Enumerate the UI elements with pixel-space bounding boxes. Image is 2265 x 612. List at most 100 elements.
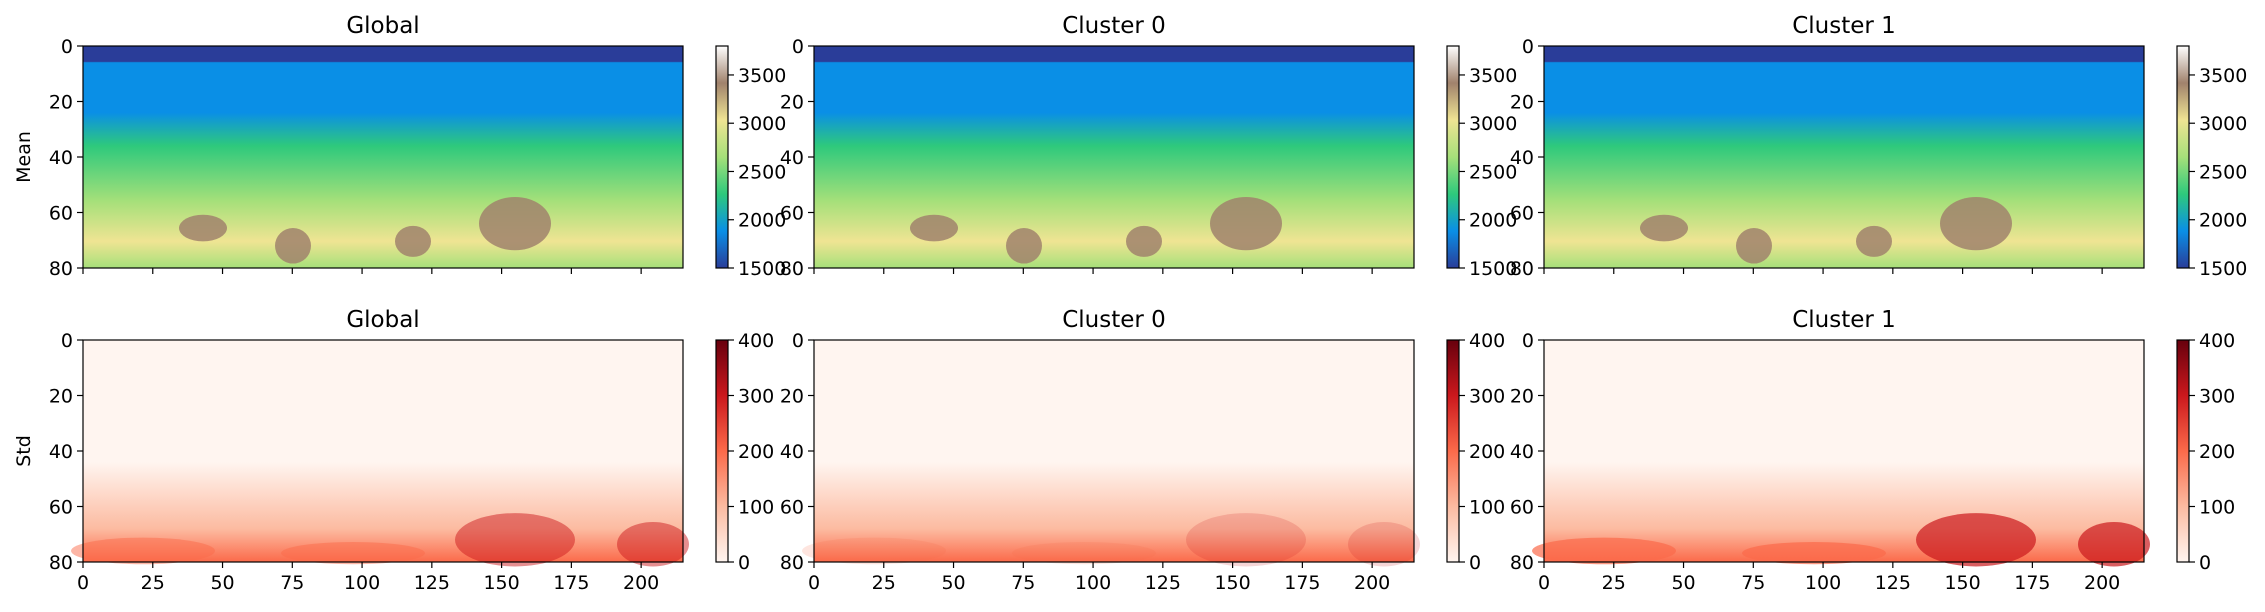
y-tick-label: 60 bbox=[1510, 203, 1534, 225]
colorbar-tick-label: 2500 bbox=[2199, 161, 2247, 183]
y-axis-label: Mean bbox=[13, 131, 35, 183]
y-tick-label: 20 bbox=[1510, 92, 1534, 114]
x-tick-label: 175 bbox=[2014, 572, 2050, 594]
heatmap-image bbox=[83, 46, 683, 268]
x-tick-label: 0 bbox=[1538, 572, 1550, 594]
heatmap-image bbox=[814, 340, 1414, 562]
colorbar-tick-label: 3000 bbox=[1469, 113, 1517, 135]
high-velocity-region bbox=[479, 196, 551, 251]
x-tick-label: 125 bbox=[1875, 572, 1911, 594]
y-tick-label: 40 bbox=[780, 147, 804, 169]
high-std-region bbox=[281, 542, 425, 565]
colorbar-tick-label: 200 bbox=[738, 441, 774, 463]
heatmap-image bbox=[1544, 340, 2144, 562]
x-tick-label: 75 bbox=[1741, 572, 1765, 594]
high-std-region bbox=[1532, 537, 1676, 565]
high-std-region bbox=[1742, 542, 1886, 565]
colorbar-tick-label: 3500 bbox=[738, 65, 786, 87]
y-tick-label: 20 bbox=[49, 92, 73, 114]
colorbar-tick-label: 400 bbox=[1469, 330, 1505, 352]
high-velocity-region bbox=[1640, 214, 1688, 242]
colorbar-tick-label: 300 bbox=[738, 386, 774, 408]
y-tick-label: 0 bbox=[61, 36, 73, 58]
x-tick-label: 100 bbox=[344, 572, 380, 594]
y-tick-label: 80 bbox=[780, 258, 804, 280]
colorbar-tick-label: 200 bbox=[1469, 441, 1505, 463]
colorbar-tick-label: 3500 bbox=[2199, 65, 2247, 87]
x-tick-label: 0 bbox=[808, 572, 820, 594]
high-std-region bbox=[455, 513, 575, 567]
colorbar bbox=[2176, 45, 2190, 269]
high-velocity-region bbox=[179, 214, 227, 242]
colorbar-tick-label: 300 bbox=[1469, 386, 1505, 408]
high-velocity-region bbox=[1006, 228, 1042, 264]
colorbar-tick-label: 2500 bbox=[1469, 161, 1517, 183]
panel-title: Global bbox=[346, 307, 419, 333]
high-velocity-region bbox=[1210, 196, 1282, 251]
colorbar-tick-label: 100 bbox=[738, 497, 774, 519]
colorbar-tick-label: 1500 bbox=[2199, 258, 2247, 280]
x-tick-label: 200 bbox=[1354, 572, 1390, 594]
y-tick-label: 80 bbox=[1510, 552, 1534, 574]
y-tick-label: 20 bbox=[1510, 386, 1534, 408]
high-std-region bbox=[1012, 542, 1156, 565]
x-tick-label: 100 bbox=[1805, 572, 1841, 594]
x-tick-label: 125 bbox=[1145, 572, 1181, 594]
y-tick-label: 60 bbox=[49, 203, 73, 225]
panel-std-2 bbox=[1532, 339, 2150, 567]
high-velocity-region bbox=[1940, 196, 2012, 251]
x-tick-label: 25 bbox=[1602, 572, 1626, 594]
y-tick-label: 60 bbox=[780, 497, 804, 519]
x-tick-label: 50 bbox=[210, 572, 234, 594]
colorbar-tick-label: 0 bbox=[1469, 552, 1481, 574]
x-tick-label: 100 bbox=[1075, 572, 1111, 594]
panel-std-0 bbox=[71, 339, 689, 567]
y-tick-label: 20 bbox=[780, 92, 804, 114]
y-tick-label: 0 bbox=[792, 330, 804, 352]
x-tick-label: 200 bbox=[623, 572, 659, 594]
high-std-region bbox=[1186, 513, 1306, 567]
y-tick-label: 40 bbox=[49, 147, 73, 169]
y-tick-label: 20 bbox=[49, 386, 73, 408]
y-tick-label: 80 bbox=[1510, 258, 1534, 280]
high-velocity-region bbox=[910, 214, 958, 242]
y-tick-label: 40 bbox=[780, 441, 804, 463]
colorbar-tick-label: 1500 bbox=[1469, 258, 1517, 280]
panel-title: Cluster 0 bbox=[1062, 307, 1166, 333]
y-tick-label: 0 bbox=[792, 36, 804, 58]
colorbar-tick-label: 3000 bbox=[2199, 113, 2247, 135]
heatmap-image bbox=[814, 46, 1414, 268]
colorbar-tick-label: 200 bbox=[2199, 441, 2235, 463]
x-tick-label: 25 bbox=[872, 572, 896, 594]
x-tick-label: 200 bbox=[2084, 572, 2120, 594]
colorbar-tick-label: 100 bbox=[1469, 497, 1505, 519]
colorbar-tick-label: 1500 bbox=[738, 258, 786, 280]
high-std-region bbox=[1916, 513, 2036, 567]
colorbar-tick-label: 400 bbox=[738, 330, 774, 352]
high-velocity-region bbox=[1736, 228, 1772, 264]
y-tick-label: 60 bbox=[1510, 497, 1534, 519]
colorbar-tick-label: 100 bbox=[2199, 497, 2235, 519]
colorbar-tick-label: 3000 bbox=[738, 113, 786, 135]
y-tick-label: 0 bbox=[1522, 36, 1534, 58]
y-tick-label: 80 bbox=[49, 258, 73, 280]
x-tick-label: 150 bbox=[1214, 572, 1250, 594]
y-tick-label: 80 bbox=[780, 552, 804, 574]
x-tick-label: 175 bbox=[1284, 572, 1320, 594]
panel-mean-2 bbox=[1543, 45, 2145, 269]
x-tick-label: 0 bbox=[77, 572, 89, 594]
y-tick-label: 20 bbox=[780, 386, 804, 408]
colorbar bbox=[1446, 339, 1460, 563]
x-tick-label: 50 bbox=[941, 572, 965, 594]
panel-title: Cluster 1 bbox=[1792, 307, 1896, 333]
high-velocity-region bbox=[1856, 225, 1892, 257]
high-velocity-region bbox=[1126, 225, 1162, 257]
colorbar-tick-label: 300 bbox=[2199, 386, 2235, 408]
y-tick-label: 0 bbox=[61, 330, 73, 352]
x-tick-label: 150 bbox=[483, 572, 519, 594]
x-tick-label: 125 bbox=[414, 572, 450, 594]
colorbar bbox=[2176, 339, 2190, 563]
y-tick-label: 60 bbox=[780, 203, 804, 225]
colorbar-tick-label: 3500 bbox=[1469, 65, 1517, 87]
